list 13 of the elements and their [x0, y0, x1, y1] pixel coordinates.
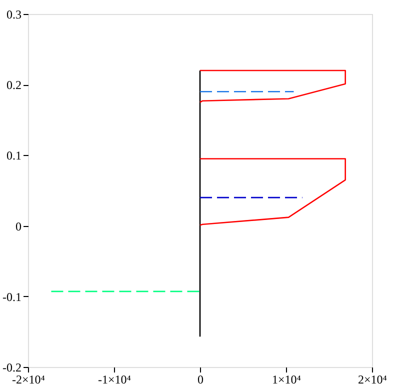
y-tick-label: 0: [16, 219, 22, 234]
x-tick-label: 2×10⁴: [358, 372, 387, 386]
x-tick-label: -1×10⁴: [98, 372, 131, 386]
y-tick-label: -0.2: [2, 360, 22, 374]
line-series: [199, 70, 346, 103]
x-tick-label: -2×10⁴: [12, 372, 45, 386]
y-tick-label: 0.2: [6, 78, 22, 92]
x-tick-label: 1×10⁴: [272, 372, 301, 386]
x-tick-label: 0: [198, 372, 204, 386]
line-series: [199, 158, 346, 226]
y-tick-label: -0.1: [2, 290, 22, 304]
y-tick-label: 0.3: [6, 8, 22, 22]
y-tick-label: 0.1: [6, 148, 22, 163]
